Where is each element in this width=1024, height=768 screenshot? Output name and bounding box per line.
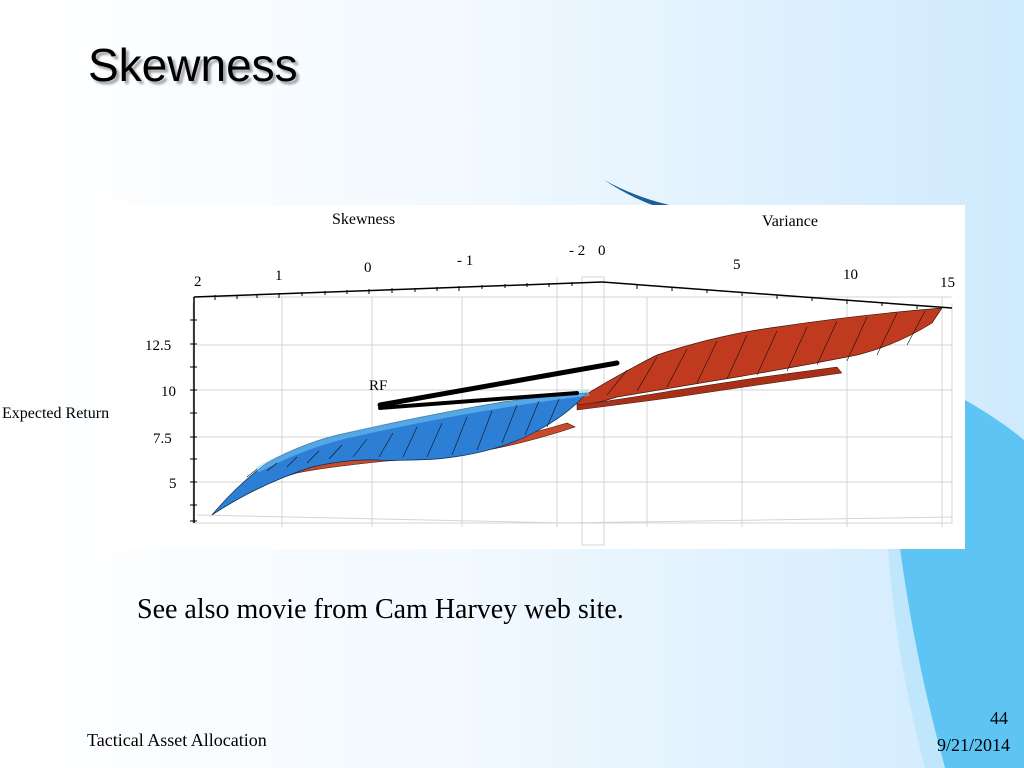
rf-annotation: RF xyxy=(369,378,387,394)
skewness-tick-1: 1 xyxy=(275,268,283,284)
return-tick-10: 10 xyxy=(161,384,176,400)
skewness-tick-2: 2 xyxy=(194,274,202,290)
variance-tick-0: 0 xyxy=(598,243,606,259)
variance-tick-15: 15 xyxy=(940,275,955,291)
return-axis-label-wrap: Expected Return xyxy=(2,405,109,422)
variance-tick-5: 5 xyxy=(733,257,741,273)
slide-caption: See also movie from Cam Harvey web site. xyxy=(137,594,624,625)
surface-red xyxy=(211,307,943,516)
rf-tangency-line-2 xyxy=(378,391,579,410)
decor-light-swoosh xyxy=(888,548,945,768)
footer-presentation-title: Tactical Asset Allocation xyxy=(87,730,267,750)
return-tick-7-5: 7.5 xyxy=(153,431,172,447)
plot-grid xyxy=(192,276,953,546)
skewness-tick-neg1: - 1 xyxy=(457,253,473,269)
surface-mesh xyxy=(246,310,926,478)
figure-panel: Skewness Variance 2 1 0 - 1 - 2 0 5 10 1… xyxy=(97,205,965,549)
axis-ticks xyxy=(190,282,918,522)
rf-tangency-line xyxy=(377,360,620,408)
return-axis-label: Expected Return xyxy=(2,405,109,422)
skewness-tick-0: 0 xyxy=(364,260,372,276)
skewness-tick-neg2: - 2 xyxy=(569,243,585,259)
slide-date: 9/21/2014 xyxy=(936,735,1010,755)
skewness-axis-label: Skewness xyxy=(332,211,395,228)
variance-axis-label: Variance xyxy=(762,213,818,230)
surface-plot: Skewness Variance 2 1 0 - 1 - 2 0 5 10 1… xyxy=(145,211,955,546)
slide-title: Skewness xyxy=(88,39,298,91)
decor-blue-swoosh xyxy=(900,400,1024,768)
surface-blue xyxy=(211,390,590,516)
slide-number: 44 xyxy=(990,708,1008,728)
return-tick-12-5: 12.5 xyxy=(145,338,171,354)
variance-tick-10: 10 xyxy=(843,267,858,283)
return-tick-5: 5 xyxy=(169,476,177,492)
